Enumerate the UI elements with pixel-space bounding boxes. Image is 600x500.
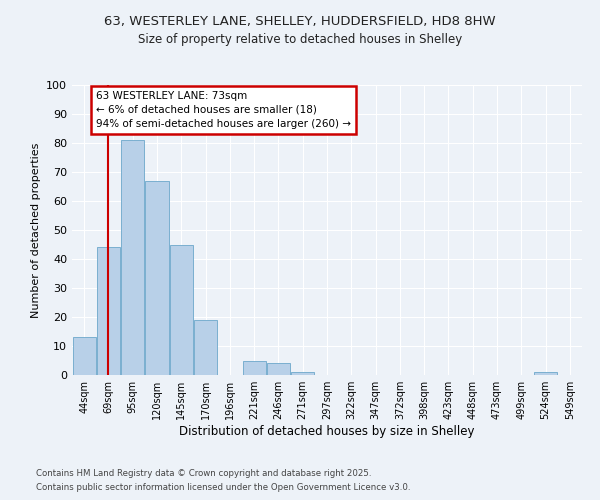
- Text: Contains HM Land Registry data © Crown copyright and database right 2025.: Contains HM Land Registry data © Crown c…: [36, 468, 371, 477]
- Bar: [267, 364, 290, 375]
- Bar: [242, 360, 266, 375]
- Bar: [534, 372, 557, 375]
- Bar: [73, 338, 95, 375]
- Y-axis label: Number of detached properties: Number of detached properties: [31, 142, 41, 318]
- Text: 63 WESTERLEY LANE: 73sqm
← 6% of detached houses are smaller (18)
94% of semi-de: 63 WESTERLEY LANE: 73sqm ← 6% of detache…: [96, 91, 351, 129]
- X-axis label: Distribution of detached houses by size in Shelley: Distribution of detached houses by size …: [179, 425, 475, 438]
- Bar: [97, 248, 120, 375]
- Bar: [291, 372, 314, 375]
- Text: Contains public sector information licensed under the Open Government Licence v3: Contains public sector information licen…: [36, 484, 410, 492]
- Text: 63, WESTERLEY LANE, SHELLEY, HUDDERSFIELD, HD8 8HW: 63, WESTERLEY LANE, SHELLEY, HUDDERSFIEL…: [104, 15, 496, 28]
- Bar: [194, 320, 217, 375]
- Text: Size of property relative to detached houses in Shelley: Size of property relative to detached ho…: [138, 32, 462, 46]
- Bar: [145, 180, 169, 375]
- Bar: [121, 140, 144, 375]
- Bar: [170, 244, 193, 375]
